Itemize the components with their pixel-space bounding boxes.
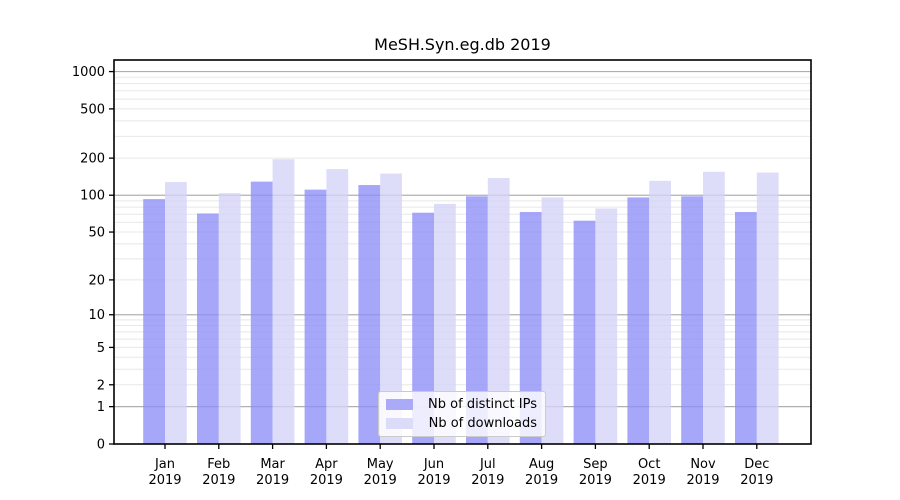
bar-nb-of-distinct-ips-oct (627, 197, 650, 444)
bar-nb-of-downloads-sep (595, 208, 618, 444)
chart-title: MeSH.Syn.eg.db 2019 (374, 35, 551, 54)
bar-nb-of-downloads-oct (649, 180, 671, 444)
legend: Nb of distinct IPs Nb of downloads (378, 391, 546, 437)
y-tick-label-10: 10 (88, 308, 105, 323)
x-tick-label-year-dec: 2019 (740, 473, 773, 488)
x-tick-label-month-apr: Apr (315, 457, 338, 472)
x-tick-label-year-aug: 2019 (525, 473, 558, 488)
bar-nb-of-distinct-ips-dec (735, 211, 757, 444)
x-tick-label-year-jul: 2019 (471, 473, 504, 488)
x-tick-label-year-may: 2019 (364, 473, 397, 488)
y-tick-label-200: 200 (80, 152, 105, 167)
bar-nb-of-downloads-jan (165, 182, 187, 444)
legend-label-downloads: Nb of downloads (428, 415, 537, 431)
legend-label-distinct-ips: Nb of distinct IPs (428, 397, 537, 413)
x-tick-label-year-jan: 2019 (148, 473, 181, 488)
bar-nb-of-distinct-ips-jun (412, 212, 434, 444)
bar-nb-of-distinct-ips-may (358, 185, 381, 444)
bar-nb-of-downloads-dec (756, 172, 779, 444)
y-tick-label-50: 50 (88, 226, 105, 241)
x-tick-label-year-apr: 2019 (310, 473, 343, 488)
bar-nb-of-distinct-ips-feb (197, 213, 219, 444)
bar-nb-of-distinct-ips-apr (304, 189, 327, 444)
x-tick-label-year-mar: 2019 (256, 473, 289, 488)
x-tick-label-month-nov: Nov (690, 457, 716, 472)
bar-nb-of-distinct-ips-sep (573, 220, 596, 444)
bar-nb-of-downloads-jun (434, 203, 456, 444)
x-tick-label-month-jul: Jul (479, 457, 496, 472)
x-tick-label-year-sep: 2019 (579, 473, 612, 488)
x-tick-label-month-sep: Sep (583, 457, 608, 472)
y-tick-label-500: 500 (80, 102, 105, 117)
bar-nb-of-downloads-nov (703, 171, 725, 444)
x-tick-label-month-mar: Mar (260, 457, 285, 472)
x-tick-label-month-oct: Oct (638, 457, 660, 472)
y-tick-label-2: 2 (97, 378, 105, 393)
x-tick-label-month-jun: Jun (423, 457, 444, 472)
x-tick-label-year-jun: 2019 (417, 473, 450, 488)
legend-item-distinct-ips: Nb of distinct IPs (386, 397, 537, 412)
legend-item-downloads: Nb of downloads (386, 416, 537, 431)
y-tick-label-1000: 1000 (72, 65, 105, 80)
x-tick-label-month-dec: Dec (744, 457, 769, 472)
x-tick-label-month-jan: Jan (154, 457, 175, 472)
y-tick-label-1: 1 (97, 400, 105, 415)
x-tick-label-year-nov: 2019 (686, 473, 719, 488)
legend-swatch-distinct-ips (386, 399, 413, 411)
y-tick-label-0: 0 (97, 438, 105, 453)
legend-swatch-downloads (386, 417, 413, 429)
bar-nb-of-distinct-ips-nov (681, 196, 703, 444)
x-tick-label-month-feb: Feb (207, 457, 230, 472)
bar-nb-of-distinct-ips-jan (143, 199, 165, 444)
axes-spines (113, 59, 812, 445)
x-tick-label-year-oct: 2019 (633, 473, 666, 488)
bar-nb-of-downloads-apr (326, 169, 349, 444)
bar-nb-of-downloads-aug (541, 197, 564, 444)
x-tick-label-month-may: May (367, 457, 394, 472)
x-tick-label-month-aug: Aug (529, 457, 554, 472)
bar-nb-of-downloads-feb (218, 193, 241, 444)
bar-nb-of-downloads-may (380, 173, 402, 444)
bar-nb-of-downloads-mar (272, 159, 295, 444)
y-tick-label-5: 5 (97, 341, 105, 356)
y-tick-label-100: 100 (80, 189, 105, 204)
bar-nb-of-distinct-ips-aug (519, 211, 542, 444)
y-tick-label-20: 20 (88, 273, 105, 288)
bar-nb-of-distinct-ips-mar (250, 181, 273, 444)
bar-nb-of-distinct-ips-jul (466, 196, 488, 444)
bar-nb-of-downloads-jul (487, 178, 510, 444)
x-tick-label-year-feb: 2019 (202, 473, 235, 488)
